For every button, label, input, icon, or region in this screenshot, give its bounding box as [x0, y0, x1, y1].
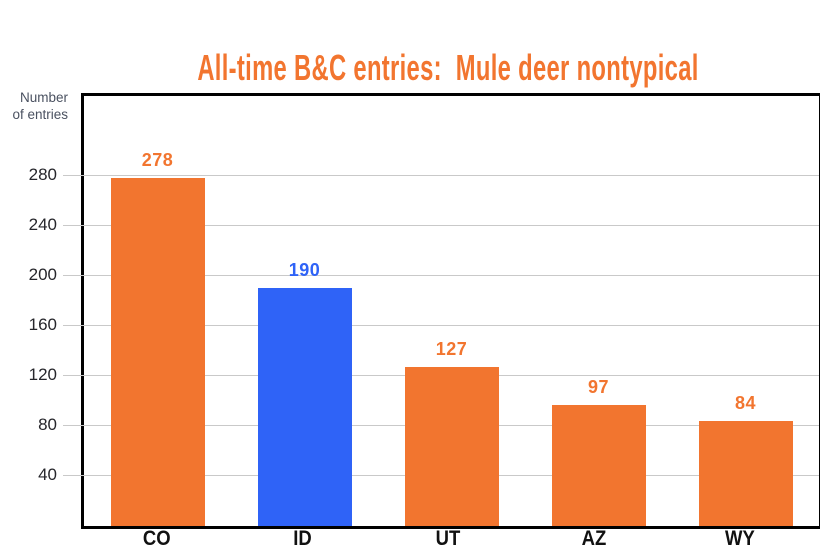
x-axis-label-text: WY [725, 527, 755, 550]
x-axis-label-UT: UT [376, 527, 522, 551]
x-axis-label-WY: WY [667, 527, 813, 551]
x-axis-labels: CO ID UT AZ WY [84, 527, 813, 551]
x-axis-label-text: ID [293, 527, 312, 550]
y-axis-unit-label: Number of entries [12, 90, 68, 122]
gridline-240 [63, 224, 819, 226]
bar-WY [698, 420, 793, 526]
y-tick-label-160: 160 [28, 314, 57, 334]
x-axis-label-text: UT [436, 527, 461, 550]
y-tick-label-240: 240 [28, 214, 57, 234]
x-axis-label-AZ: AZ [521, 527, 667, 551]
bar-UT [404, 367, 499, 526]
x-axis-label-ID: ID [230, 527, 376, 551]
bar-AZ [551, 404, 646, 526]
bar-value-label-UT: 127 [435, 339, 468, 360]
bar-value-label-CO: 278 [141, 150, 174, 171]
gridline-160 [63, 324, 819, 326]
bar-value-label-WY: 84 [734, 392, 757, 413]
bar-CO [110, 178, 205, 526]
plot-area: 40 80 120 160 200 240 280 278 190 127 97 84 [29, 93, 820, 529]
bar-slot-CO: 278 [84, 96, 231, 526]
y-tick-label-120: 120 [28, 364, 57, 384]
y-tick-label-200: 200 [28, 264, 57, 284]
y-tick-label-80: 80 [38, 414, 57, 434]
bar-value-label-ID: 190 [288, 260, 321, 281]
gridline-200 [63, 274, 819, 276]
chart-title: All-time B&C entries: Mule deer nontypic… [197, 47, 699, 88]
bar-ID [257, 288, 352, 526]
gridline-280 [63, 174, 819, 176]
y-tick-label-280: 280 [28, 164, 57, 184]
bars-layer: 278 190 127 97 84 [84, 96, 819, 526]
x-axis-label-text: AZ [581, 527, 607, 550]
y-tick-label-40: 40 [38, 464, 57, 484]
x-axis-label-text: CO [143, 527, 171, 550]
bar-slot-WY: 84 [672, 96, 819, 526]
bar-slot-AZ: 97 [525, 96, 672, 526]
x-axis-label-CO: CO [84, 527, 230, 551]
bar-slot-ID: 190 [231, 96, 378, 526]
bar-value-label-AZ: 97 [587, 376, 610, 397]
bar-slot-UT: 127 [378, 96, 525, 526]
